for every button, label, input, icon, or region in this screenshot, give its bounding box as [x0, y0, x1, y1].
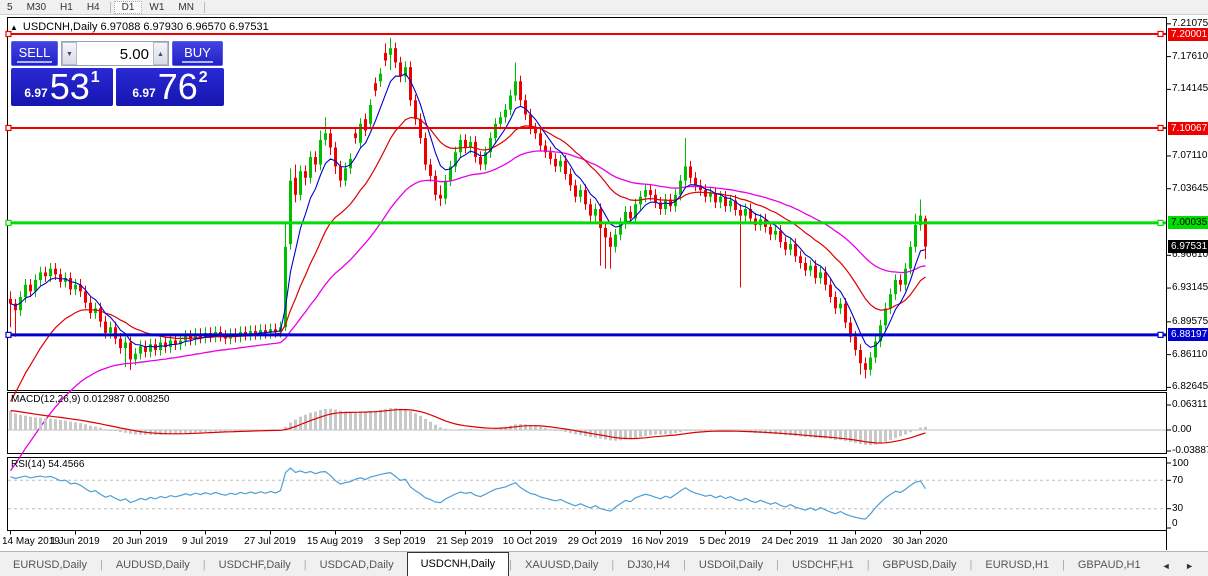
- tab-separator: |: [969, 559, 973, 571]
- chart-tab-usdchf-daily[interactable]: USDCHF,Daily: [218, 559, 291, 571]
- timeframe-button-d1[interactable]: D1: [113, 0, 143, 14]
- buy-price-big: 76: [157, 66, 198, 107]
- buy-price-small: 6.97: [132, 86, 156, 100]
- sell-quote[interactable]: 6.97 53 1: [11, 68, 113, 106]
- tab-separator: |: [776, 559, 779, 571]
- chart-tab-xauusd-daily[interactable]: XAUUSD,Daily: [525, 559, 599, 571]
- toolbar-separator: [109, 1, 111, 13]
- tab-separator: |: [611, 559, 615, 571]
- toolbar-separator: [203, 1, 205, 13]
- chart-tab-eurusd-h1[interactable]: EURUSD,H1: [985, 559, 1049, 571]
- symbol-title: USDCNH,Daily: [22, 21, 98, 33]
- chart-tab-usdcad-daily[interactable]: USDCAD,Daily: [319, 559, 394, 571]
- sell-price-big: 53: [49, 66, 90, 107]
- ohlc-values: 6.97088 6.97930 6.96570 6.97531: [100, 21, 269, 33]
- buy-price-sup: 2: [198, 69, 208, 86]
- rsi-label: RSI(14) 54.4566: [11, 459, 85, 470]
- tab-separator: |: [866, 559, 870, 571]
- chart-tab-usdchf-h1[interactable]: USDCHF,H1: [791, 559, 854, 571]
- lot-decrease-button[interactable]: ▼: [62, 42, 77, 65]
- chart-tab-eurusd-daily[interactable]: EURUSD,Daily: [13, 559, 87, 571]
- timeframe-button-m30[interactable]: M30: [26, 1, 47, 13]
- tab-separator: |: [202, 559, 206, 571]
- tab-separator: |: [509, 559, 513, 571]
- chart-tab-gbpaud-h1[interactable]: GBPAUD,H1: [1077, 559, 1141, 571]
- lot-size-group: ▼ ▲: [61, 41, 169, 66]
- buy-button[interactable]: BUY: [172, 41, 223, 66]
- chart-tab-usdcnh-daily[interactable]: USDCNH,Daily: [406, 552, 510, 576]
- collapse-arrow-icon[interactable]: ▲: [10, 23, 18, 32]
- buy-quote[interactable]: 6.97 76 2: [116, 68, 224, 106]
- horizontal-lines[interactable]: [5, 30, 1166, 338]
- moving-averages: [9, 72, 926, 472]
- one-click-trading-panel: SELL ▼ ▲ BUY 6.97 53 1 6.97 76 2: [11, 41, 224, 106]
- timeframe-toolbar: 5 M30 H1 H4 D1 W1 MN: [0, 0, 1208, 15]
- chart-title: ▲ USDCNH,Daily 6.97088 6.97930 6.96570 6.…: [10, 21, 269, 33]
- lot-size-input[interactable]: [77, 42, 153, 65]
- timeframe-button-h4[interactable]: H4: [86, 1, 100, 13]
- macd-label: MACD(12,26,9) 0.012987 0.008250: [11, 394, 170, 405]
- tab-scroll-arrows[interactable]: ◄ ►: [1161, 561, 1200, 571]
- tab-separator: |: [1061, 559, 1065, 571]
- timeframe-button-5[interactable]: 5: [7, 1, 13, 13]
- sell-button[interactable]: SELL: [11, 41, 58, 66]
- tab-separator: |: [303, 559, 307, 571]
- timeframe-button-mn[interactable]: MN: [178, 1, 194, 13]
- chart-tab-bar: EURUSD,Daily | AUDUSD,Daily | USDCHF,Daily | U…: [0, 551, 1208, 576]
- chart-tab-dj30-h4[interactable]: DJ30,H4: [627, 559, 671, 571]
- chart-tab-gbpusd-daily[interactable]: GBPUSD,Daily: [882, 559, 957, 571]
- chart-tab-usdoil-daily[interactable]: USDOil,Daily: [698, 559, 764, 571]
- tab-separator: |: [99, 559, 103, 571]
- macd-signal-line: [10, 409, 926, 444]
- tab-separator: |: [683, 559, 686, 571]
- candles: [9, 37, 927, 379]
- chart-tab-audusd-daily[interactable]: AUDUSD,Daily: [115, 559, 190, 571]
- timeframe-button-h1[interactable]: H1: [60, 1, 73, 13]
- rsi-line: [10, 467, 927, 520]
- sell-price-sup: 1: [90, 69, 100, 86]
- timeframe-button-w1[interactable]: W1: [149, 1, 165, 13]
- lot-increase-button[interactable]: ▲: [153, 42, 168, 65]
- sell-price-small: 6.97: [24, 86, 48, 100]
